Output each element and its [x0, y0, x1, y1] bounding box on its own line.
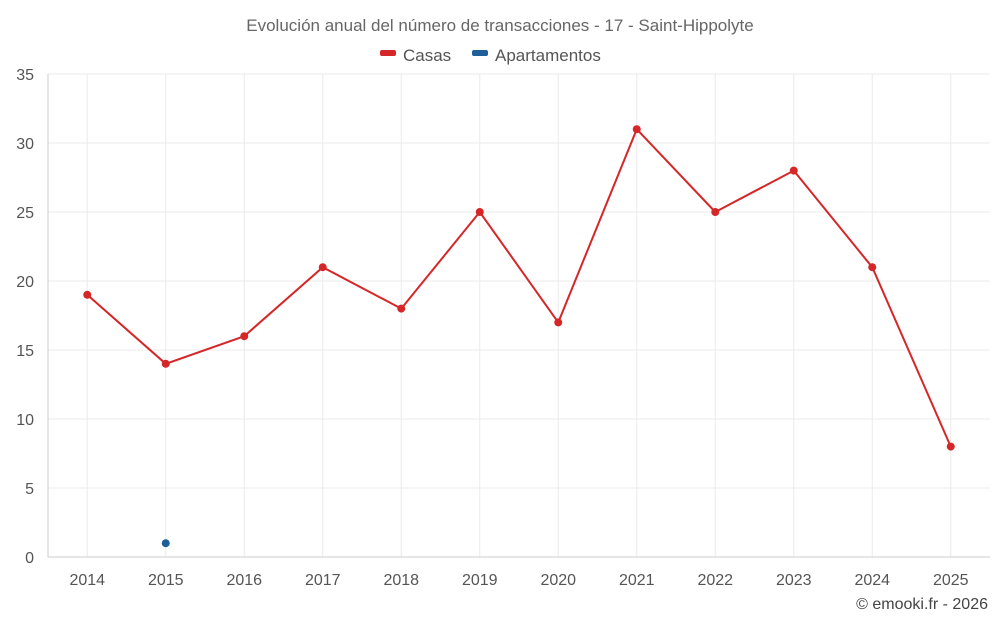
legend: Casas Apartamentos [380, 46, 601, 65]
x-tick-label: 2020 [540, 572, 576, 589]
data-point-casas[interactable] [475, 208, 484, 216]
data-point-casas[interactable] [161, 359, 170, 368]
grid [48, 73, 990, 557]
data-point-apartamentos[interactable] [161, 539, 170, 548]
legend-item-apartamentos[interactable]: Apartamentos [472, 46, 601, 65]
y-tick-label: 35 [16, 67, 34, 84]
data-point-casas[interactable] [318, 263, 327, 272]
x-tick-label: 2018 [383, 572, 419, 589]
data-point-casas[interactable] [83, 290, 92, 299]
y-tick-label: 30 [16, 136, 34, 153]
credit-text: © emooki.fr - 2026 [856, 596, 988, 613]
y-tick-label: 25 [16, 205, 34, 222]
series-line-casas [86, 127, 952, 448]
data-point-casas[interactable] [240, 332, 249, 341]
x-tick-label: 2024 [854, 572, 890, 589]
data-point-casas[interactable] [789, 166, 798, 175]
legend-swatch [472, 50, 488, 56]
series-layer [83, 125, 955, 548]
x-tick-label: 2025 [933, 572, 969, 589]
legend-label: Apartamentos [495, 46, 601, 65]
data-point-casas[interactable] [868, 263, 877, 272]
y-tick-label: 15 [16, 343, 34, 360]
y-tick-label: 10 [16, 412, 34, 429]
x-tick-label: 2023 [776, 572, 812, 589]
data-point-casas[interactable] [632, 125, 641, 134]
x-tick-label: 2017 [305, 572, 341, 589]
legend-item-casas[interactable]: Casas [380, 46, 451, 65]
data-point-casas[interactable] [946, 442, 955, 451]
chart-title: Evolución anual del número de transaccio… [246, 16, 753, 35]
x-tick-label: 2019 [462, 572, 498, 589]
data-point-casas[interactable] [554, 318, 563, 327]
y-tick-label: 0 [25, 550, 34, 567]
x-tick-label: 2016 [226, 572, 262, 589]
data-point-casas[interactable] [711, 208, 720, 216]
y-tick-label: 5 [25, 481, 34, 498]
legend-swatch [380, 50, 396, 56]
data-point-casas[interactable] [397, 304, 406, 313]
x-tick-label: 2014 [69, 572, 105, 589]
legend-label: Casas [403, 46, 451, 65]
y-tick-label: 20 [16, 274, 34, 291]
x-tick-label: 2015 [148, 572, 184, 589]
x-tick-label: 2021 [619, 572, 655, 589]
x-tick-label: 2022 [697, 572, 733, 589]
